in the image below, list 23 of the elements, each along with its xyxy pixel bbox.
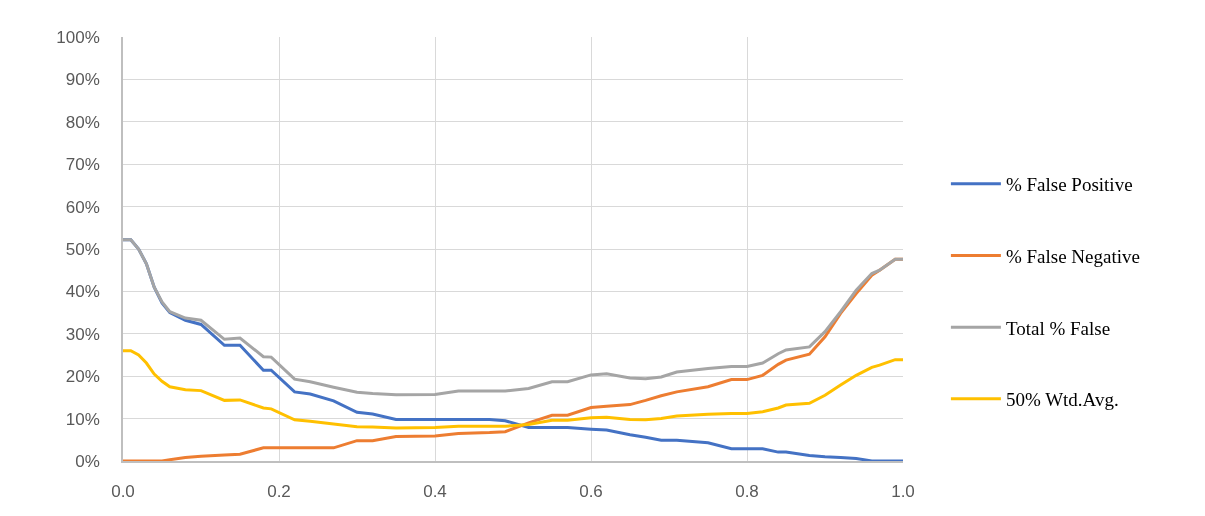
legend-label: 50% Wtd.Avg. [1005,389,1119,411]
x-tick-label: 0.8 [735,482,759,502]
y-tick-label: 60% [65,197,100,217]
legend-label: Total % False [1005,317,1111,339]
y-tick-label: 30% [65,324,100,344]
x-tick-label: 0.0 [111,482,135,502]
y-tick-label: 100% [56,27,100,47]
legend-label: % False Negative [1005,245,1140,267]
x-tick-label: 1.0 [891,482,915,502]
y-tick-label: 10% [65,409,100,429]
x-tick-label: 0.6 [579,482,603,502]
line-series [123,349,903,430]
line-series [123,238,903,397]
y-tick-label: 40% [65,282,100,302]
y-tick-label: 80% [65,112,100,132]
y-tick-label: 70% [65,155,100,175]
x-tick-label: 0.2 [267,482,291,502]
y-tick-label: 20% [65,367,100,387]
x-tick-label: 0.4 [423,482,447,502]
y-tick-label: 90% [65,70,100,90]
y-tick-label: 50% [65,239,100,259]
legend-label: % False Positive [1005,174,1133,196]
y-tick-label: 0% [75,451,100,471]
